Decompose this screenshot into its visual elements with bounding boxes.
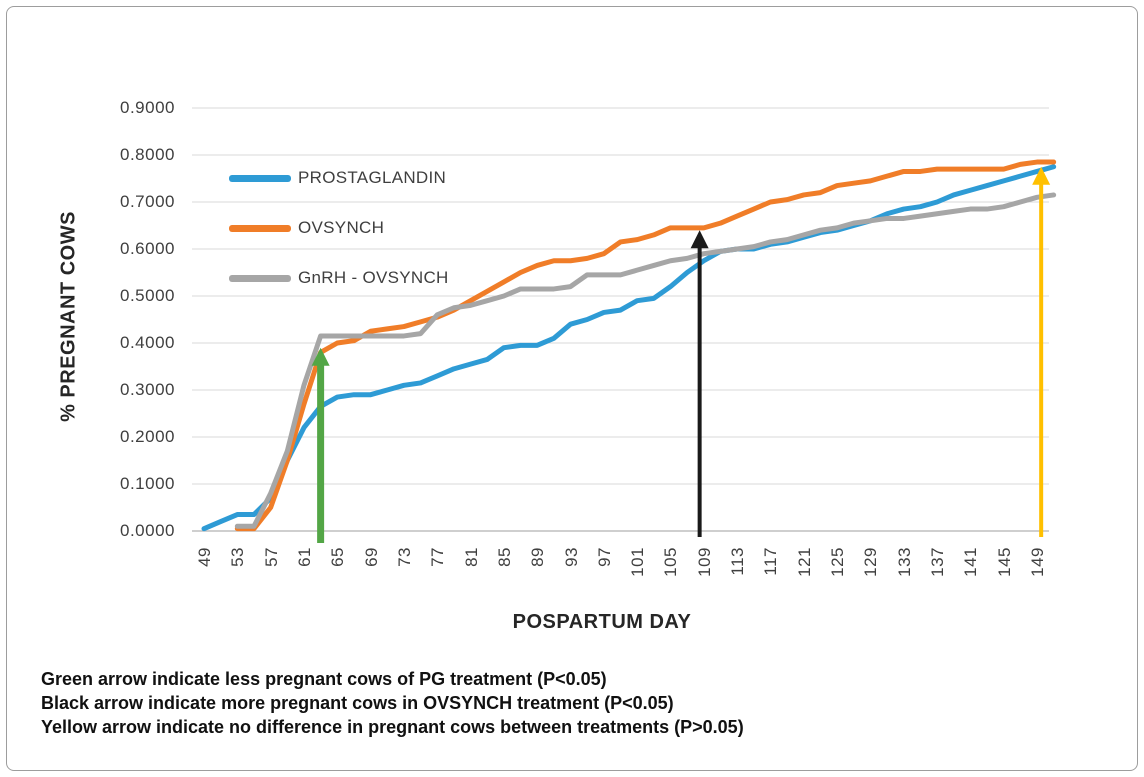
- x-tick-label: 89: [528, 547, 548, 567]
- footnote-line: Black arrow indicate more pregnant cows …: [41, 693, 674, 713]
- y-tick-label: 0.9000: [120, 98, 175, 117]
- line-chart-plot: [192, 107, 1057, 543]
- chart-legend: PROSTAGLANDIN OVSYNCH GnRH - OVSYNCH: [229, 153, 449, 303]
- y-tick-label: 0.7000: [120, 192, 175, 211]
- x-tick-label: 125: [828, 547, 848, 577]
- x-tick-label: 101: [628, 547, 648, 577]
- yellow-arrow-head: [1032, 166, 1051, 185]
- figure-frame: 0.0000 0.1000 0.2000 0.3000 0.4000 0.5000 0.60…: [6, 6, 1138, 771]
- x-tick-label: 121: [794, 547, 814, 577]
- x-tick-label: 93: [561, 547, 581, 567]
- x-tick-label: 65: [328, 547, 348, 567]
- x-tick-label: 61: [294, 547, 314, 567]
- footnote-annotations: Green arrow indicate less pregnant cows …: [41, 667, 744, 739]
- footnote-line: Yellow arrow indicate no difference in p…: [41, 717, 744, 737]
- x-tick-label: 49: [195, 547, 214, 567]
- x-tick-label: 133: [894, 547, 914, 577]
- green-arrow-head: [311, 347, 330, 366]
- x-tick-label: 145: [994, 547, 1014, 577]
- y-tick-label: 0.5000: [120, 286, 175, 305]
- black-arrow-head: [690, 230, 709, 249]
- legend-item: OVSYNCH: [229, 203, 449, 253]
- x-tick-label: 81: [461, 547, 481, 567]
- x-tick-label: 141: [961, 547, 981, 577]
- x-tick-label: 57: [261, 547, 281, 567]
- x-tick-label: 113: [728, 547, 748, 576]
- y-tick-label: 0.8000: [120, 145, 175, 164]
- footnote-line: Green arrow indicate less pregnant cows …: [41, 669, 607, 689]
- x-tick-label: 129: [861, 547, 881, 577]
- y-tick-label: 0.2000: [120, 427, 175, 446]
- series-line-prostaglandin: [201, 164, 1057, 532]
- x-tick-label: 105: [661, 547, 681, 577]
- series-line-gnrh-ovsynch: [234, 192, 1057, 529]
- x-tick-label: 53: [228, 547, 248, 567]
- series-line-ovsynch: [234, 159, 1057, 532]
- x-tick-label: 73: [394, 547, 414, 567]
- y-axis-title: % PREGNANT COWS: [57, 211, 80, 422]
- x-tick-label: 77: [428, 547, 448, 567]
- legend-line-swatch: [229, 174, 291, 182]
- legend-line-swatch: [229, 224, 291, 232]
- x-tick-label: 69: [361, 547, 381, 567]
- x-tick-label: 85: [494, 547, 514, 567]
- legend-label: OVSYNCH: [298, 218, 385, 237]
- x-tick-label: 109: [694, 547, 714, 577]
- x-tick-label: 97: [594, 547, 614, 567]
- legend-line-swatch: [229, 274, 291, 282]
- legend-item: PROSTAGLANDIN: [229, 153, 449, 203]
- y-tick-label: 0.3000: [120, 380, 175, 399]
- y-tick-label: 0.6000: [120, 239, 175, 258]
- x-axis-title: POSPARTUM DAY: [512, 611, 692, 633]
- legend-label: PROSTAGLANDIN: [298, 168, 447, 187]
- y-tick-label: 0.0000: [120, 521, 175, 540]
- x-tick-label: 149: [1028, 547, 1047, 577]
- y-tick-label: 0.4000: [120, 333, 175, 352]
- x-tick-label: 137: [928, 547, 948, 577]
- legend-item: GnRH - OVSYNCH: [229, 253, 449, 303]
- legend-label: GnRH - OVSYNCH: [298, 268, 449, 287]
- x-tick-label: 117: [761, 547, 781, 576]
- y-tick-label: 0.1000: [120, 474, 175, 493]
